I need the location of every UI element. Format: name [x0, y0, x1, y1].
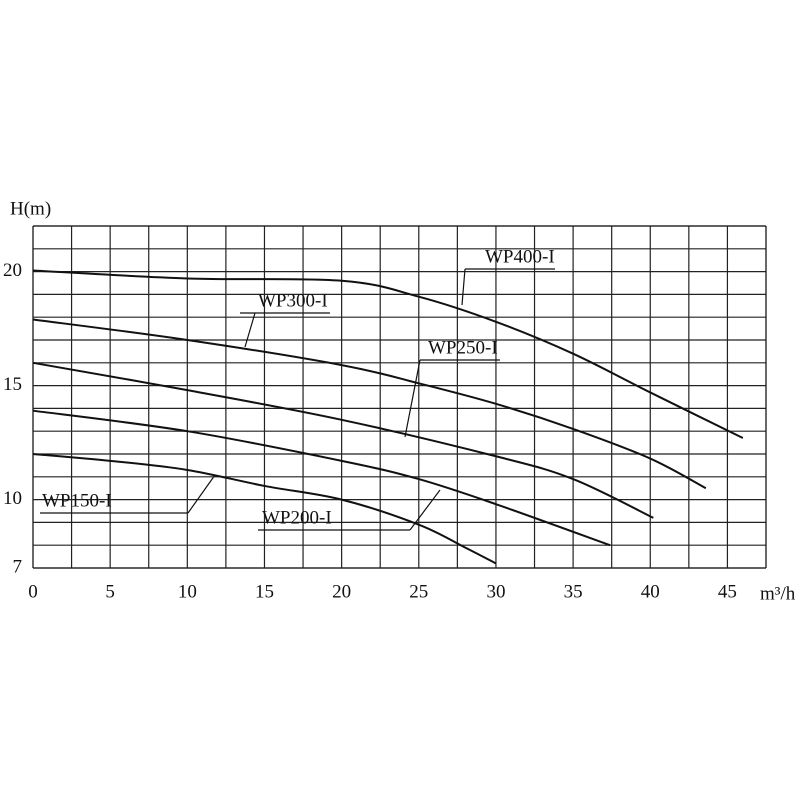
leader-line [187, 474, 216, 514]
curve [32, 453, 497, 565]
leader-line [404, 359, 421, 438]
curve-label: WP400-I [485, 246, 555, 267]
leader-line [244, 312, 256, 348]
curve-label: WP250-I [428, 337, 498, 358]
curve [32, 409, 611, 547]
y-tick-label: 10 [3, 488, 22, 509]
x-tick-label: 15 [255, 581, 274, 602]
y-tick-label: 7 [13, 556, 23, 577]
curve-label: WP300-I [258, 290, 328, 311]
y-tick-label: 15 [3, 374, 22, 395]
x-tick-label: 35 [564, 581, 583, 602]
leader-line [461, 268, 466, 306]
y-axis-label: H(m) [10, 198, 51, 219]
y-tick-label: 20 [3, 260, 22, 281]
x-tick-label: 5 [105, 581, 115, 602]
x-tick-label: 10 [178, 581, 197, 602]
curve [32, 269, 744, 439]
x-axis-label: m³/h [760, 583, 796, 604]
curve-label: WP200-I [262, 507, 332, 528]
curve [32, 318, 707, 490]
x-tick-label: 30 [486, 581, 505, 602]
x-tick-label: 25 [409, 581, 428, 602]
x-tick-label: 40 [641, 581, 660, 602]
x-tick-label: 0 [28, 581, 38, 602]
x-tick-label: 45 [718, 581, 737, 602]
curve [32, 361, 654, 519]
curve-label: WP150-I [42, 490, 112, 511]
x-tick-label: 20 [332, 581, 351, 602]
